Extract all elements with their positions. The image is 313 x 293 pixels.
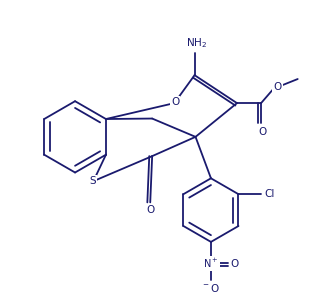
Text: O: O [258,127,266,137]
Text: O: O [171,97,179,107]
Text: O: O [273,82,282,92]
Text: O: O [230,259,238,269]
Text: S: S [89,176,96,186]
Text: Cl: Cl [264,189,275,199]
Text: $^-$O: $^-$O [202,282,220,293]
Text: N$^+$: N$^+$ [203,257,219,270]
Text: NH$_2$: NH$_2$ [186,36,207,50]
Text: O: O [146,205,154,215]
